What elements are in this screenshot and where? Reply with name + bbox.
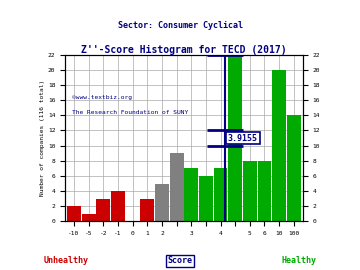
Text: ©www.textbiz.org: ©www.textbiz.org [72, 95, 132, 100]
Y-axis label: Number of companies (116 total): Number of companies (116 total) [40, 80, 45, 196]
Bar [272, 70, 286, 221]
Bar [170, 153, 184, 221]
Bar [287, 115, 301, 221]
Bar [184, 168, 198, 221]
Bar [199, 176, 213, 221]
Bar [82, 214, 96, 221]
Bar [213, 168, 228, 221]
Bar [140, 199, 154, 221]
Bar [155, 184, 169, 221]
Text: 3.9155: 3.9155 [228, 134, 258, 143]
Bar [111, 191, 125, 221]
Text: Score: Score [167, 256, 193, 265]
Bar [228, 55, 242, 221]
Bar [96, 199, 110, 221]
Title: Z''-Score Histogram for TECD (2017): Z''-Score Histogram for TECD (2017) [81, 45, 287, 55]
Bar [67, 206, 81, 221]
Bar [243, 161, 257, 221]
Bar [257, 161, 271, 221]
Text: Unhealthy: Unhealthy [43, 256, 88, 265]
Text: The Research Foundation of SUNY: The Research Foundation of SUNY [72, 110, 189, 115]
Text: Sector: Consumer Cyclical: Sector: Consumer Cyclical [117, 21, 243, 30]
Text: Healthy: Healthy [282, 256, 317, 265]
